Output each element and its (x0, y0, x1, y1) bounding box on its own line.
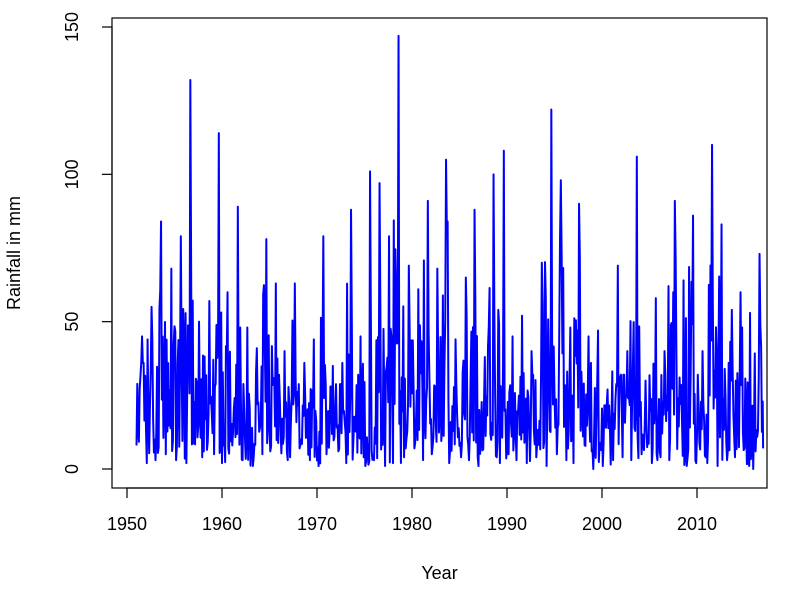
y-tick-label-100: 100 (62, 159, 82, 189)
y-tick-label-150: 150 (62, 12, 82, 42)
y-axis: 0 50 100 150 (62, 12, 113, 474)
x-tick-label-2010: 2010 (677, 514, 717, 534)
x-tick-label-1990: 1990 (487, 514, 527, 534)
x-tick-label-1960: 1960 (202, 514, 242, 534)
x-tick-label-1950: 1950 (107, 514, 147, 534)
x-tick-label-1980: 1980 (392, 514, 432, 534)
y-axis-title: Rainfall in mm (4, 196, 24, 310)
x-axis-title: Year (421, 563, 457, 583)
y-tick-label-50: 50 (62, 312, 82, 332)
series-layer (135, 34, 765, 470)
x-tick-label-1970: 1970 (297, 514, 337, 534)
x-axis: 1950 1960 1970 1980 1990 2000 2010 (107, 487, 717, 534)
rainfall-series-line (135, 34, 765, 470)
x-tick-label-2000: 2000 (582, 514, 622, 534)
y-tick-label-0: 0 (62, 464, 82, 474)
